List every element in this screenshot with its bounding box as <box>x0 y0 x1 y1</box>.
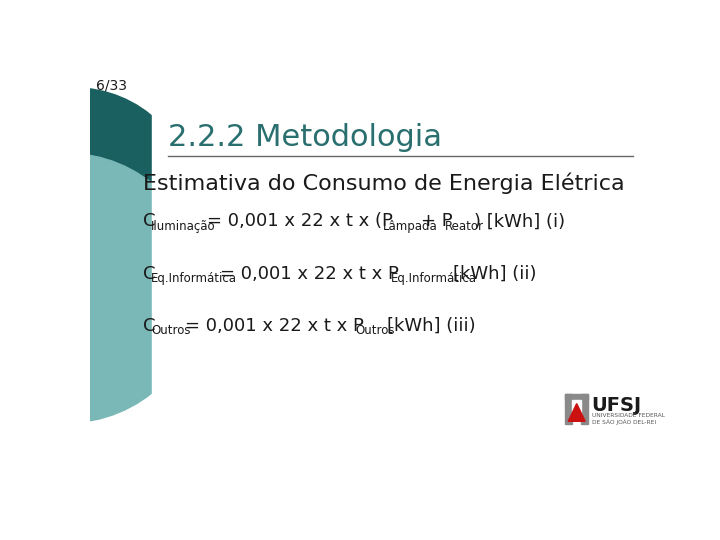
Bar <box>565 394 572 423</box>
Text: = 0,001 x 22 x t x (P: = 0,001 x 22 x t x (P <box>207 213 393 231</box>
Text: Reator: Reator <box>445 220 484 233</box>
Text: 6/33: 6/33 <box>96 79 127 93</box>
Text: Outros: Outros <box>356 325 395 338</box>
Text: [kWh] (ii): [kWh] (ii) <box>453 265 536 283</box>
Text: ) [kWh] (i): ) [kWh] (i) <box>474 213 564 231</box>
Bar <box>581 394 588 423</box>
Text: = 0,001 x 22 x t x P: = 0,001 x 22 x t x P <box>185 317 364 335</box>
Text: + P: + P <box>421 213 453 231</box>
Text: C: C <box>143 213 156 231</box>
Bar <box>572 400 581 421</box>
Text: C: C <box>143 317 156 335</box>
Text: Lâmpada: Lâmpada <box>383 220 438 233</box>
Text: UFSJ: UFSJ <box>591 396 642 415</box>
Text: Eq.Informática: Eq.Informática <box>391 272 477 285</box>
Circle shape <box>0 88 194 327</box>
Text: Outros: Outros <box>151 325 191 338</box>
Text: Estimativa do Consumo de Energia Elétrica: Estimativa do Consumo de Energia Elétric… <box>143 173 624 194</box>
Polygon shape <box>568 403 585 421</box>
Text: = 0,001 x 22 x t x P: = 0,001 x 22 x t x P <box>220 265 399 283</box>
Text: [kWh] (iii): [kWh] (iii) <box>387 317 475 335</box>
Circle shape <box>0 153 202 423</box>
Bar <box>565 394 588 400</box>
Text: C: C <box>143 265 156 283</box>
Text: 2.2.2 Metodologia: 2.2.2 Metodologia <box>168 123 441 152</box>
Text: UNIVERSIDADE FEDERAL
DE SÃO JOÃO DEL-REI: UNIVERSIDADE FEDERAL DE SÃO JOÃO DEL-REI <box>593 413 665 426</box>
Text: Eq.Informática: Eq.Informática <box>151 272 237 285</box>
Text: Iluminação: Iluminação <box>151 220 216 233</box>
